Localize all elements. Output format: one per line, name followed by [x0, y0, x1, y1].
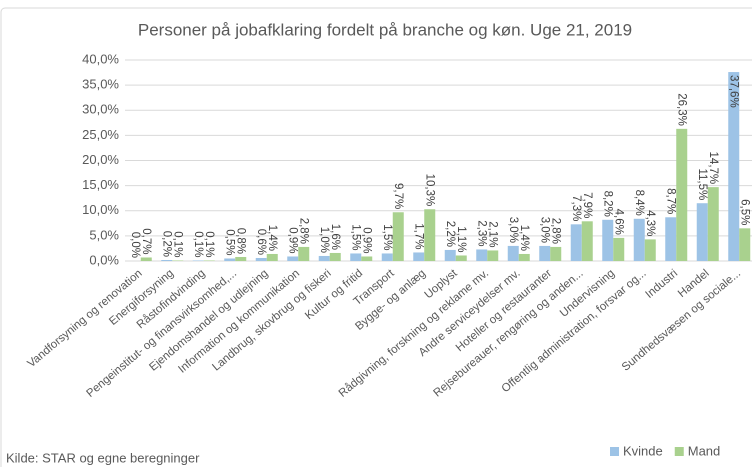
bar [235, 256, 247, 261]
legend-swatch [674, 447, 684, 456]
bar [633, 218, 645, 261]
bar [318, 255, 330, 261]
data-label: 6,5% [739, 199, 751, 225]
data-label: 1,4% [266, 225, 278, 251]
legend-label: Mand [688, 443, 721, 458]
y-tick-label: 5,0% [89, 227, 119, 242]
data-label: 3,0% [507, 217, 519, 243]
y-tick-label: 25,0% [82, 127, 119, 142]
data-label: 11,5% [696, 168, 708, 200]
y-tick-label: 10,0% [82, 202, 119, 217]
data-label: 1,7% [413, 223, 425, 249]
y-tick-label: 0,0% [89, 252, 119, 267]
data-label: 26,3% [676, 93, 688, 126]
data-label: 1,0% [318, 227, 330, 253]
bar [507, 245, 519, 261]
data-label: 2,8% [550, 218, 562, 244]
data-label: 2,8% [298, 218, 310, 244]
data-label: 0,9% [361, 227, 373, 253]
bar [728, 72, 740, 261]
bar [518, 253, 530, 261]
source-note: Kilde: STAR og egne beregninger [6, 450, 200, 465]
data-label: 0,0% [129, 232, 141, 258]
data-label: 0,1% [203, 231, 215, 257]
bar [476, 249, 488, 261]
bar [570, 224, 582, 261]
legend-swatch [610, 447, 619, 456]
bar [255, 257, 267, 261]
data-label: 14,7% [707, 152, 719, 185]
bar [455, 255, 467, 261]
bar [413, 252, 425, 261]
data-label: 7,3% [570, 195, 582, 221]
data-label: 8,7% [665, 188, 677, 214]
chart-title: Personer på jobafklaring fordelt på bran… [138, 20, 632, 39]
bar [739, 228, 751, 261]
bar [581, 221, 593, 261]
bar [266, 253, 278, 261]
data-label: 1,5% [350, 224, 362, 250]
bar [392, 212, 404, 261]
bar [424, 209, 436, 261]
y-tick-label: 15,0% [82, 177, 119, 192]
data-label: 7,9% [581, 192, 593, 218]
bar [381, 253, 393, 261]
data-label: 1,4% [518, 225, 530, 251]
bar [140, 257, 152, 261]
bar [298, 246, 310, 261]
data-label: 37,6% [728, 75, 740, 108]
y-tick-label: 40,0% [82, 51, 119, 66]
data-label: 4,3% [644, 210, 656, 236]
data-label: 0,7% [140, 228, 152, 254]
data-label: 1,6% [329, 224, 341, 250]
bar [361, 256, 373, 261]
data-label: 4,6% [613, 209, 625, 235]
y-tick-label: 30,0% [82, 102, 119, 117]
bar [665, 217, 677, 261]
bar [550, 246, 562, 261]
data-label: 0,5% [224, 229, 236, 255]
data-label: 0,1% [192, 231, 204, 257]
data-label: 1,1% [455, 226, 467, 252]
data-label: 2,2% [444, 221, 456, 247]
chart-frame [0, 7, 752, 467]
bar [172, 260, 184, 261]
bar [350, 253, 362, 261]
bar [444, 249, 456, 261]
bar [161, 259, 173, 261]
legend-label: Kvinde [623, 443, 663, 458]
data-label: 0,9% [287, 227, 299, 253]
bar [539, 245, 551, 261]
data-label: 0,8% [235, 228, 247, 254]
bar [329, 252, 341, 261]
bar [487, 250, 499, 261]
bar [696, 203, 708, 261]
data-label: 0,2% [161, 231, 173, 257]
bar [644, 239, 656, 261]
bar [602, 219, 614, 261]
y-tick-label: 20,0% [82, 152, 119, 167]
data-label: 8,4% [633, 190, 645, 216]
data-label: 2,1% [487, 221, 499, 247]
bar [192, 260, 204, 261]
data-label: 0,1% [172, 231, 184, 257]
bar [224, 258, 236, 261]
bar [203, 260, 215, 261]
data-label: 1,5% [381, 224, 393, 250]
bar [613, 237, 625, 261]
data-label: 10,3% [424, 174, 436, 207]
bar [676, 128, 688, 261]
data-label: 0,6% [255, 229, 267, 255]
bar [287, 256, 299, 261]
bar [707, 187, 719, 261]
data-label: 8,2% [602, 191, 614, 217]
data-label: 3,0% [539, 217, 551, 243]
data-label: 2,3% [476, 220, 488, 246]
y-tick-label: 35,0% [82, 77, 119, 92]
data-label: 9,7% [392, 183, 404, 209]
